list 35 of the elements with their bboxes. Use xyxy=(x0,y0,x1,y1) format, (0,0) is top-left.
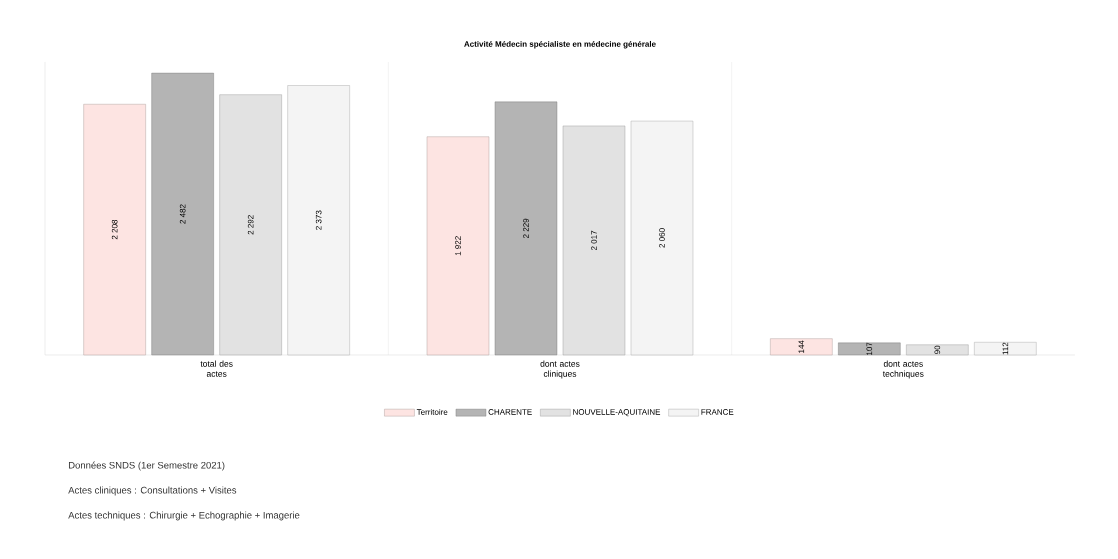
x-tick-label: dont actes techniques xyxy=(882,360,924,379)
bar xyxy=(151,72,214,356)
bar xyxy=(287,85,350,356)
text: Actes techniques : Chirurgie + Echographie + Imagerie xyxy=(68,511,300,521)
data-label: 2 208 xyxy=(111,219,118,240)
legend-label: FRANCE xyxy=(701,409,734,415)
bar xyxy=(630,120,694,356)
data-label: 2 292 xyxy=(247,215,254,235)
bar xyxy=(494,101,558,356)
chart-title: Activité Médecin spécialiste en médecine générale xyxy=(464,40,656,49)
text: Données SNDS (1er Semestre 2021) xyxy=(68,461,225,471)
bar xyxy=(974,342,1037,356)
data-label: 90 xyxy=(934,345,941,354)
data-label: 144 xyxy=(798,340,805,353)
data-label: 2 482 xyxy=(179,204,186,224)
data-label: 112 xyxy=(1002,342,1009,355)
bar xyxy=(83,104,146,356)
data-label: 2 373 xyxy=(315,210,322,230)
data-label: 2 229 xyxy=(523,218,529,239)
bar xyxy=(219,94,282,356)
legend-label: CHARENTE xyxy=(488,409,532,415)
bar xyxy=(906,344,969,356)
legend-label: Territoire xyxy=(416,409,448,415)
x-tick-label: dont actes cliniques xyxy=(540,360,580,379)
legend-label: NOUVELLE-AQUITAINE xyxy=(573,409,661,417)
bar xyxy=(426,136,490,356)
bar xyxy=(770,338,833,356)
data-label: 1 922 xyxy=(455,236,461,256)
text: Actes cliniques : Consultations + Visites xyxy=(68,486,237,496)
bar xyxy=(838,342,901,356)
data-label: 107 xyxy=(866,342,873,355)
data-label: 2 060 xyxy=(659,228,665,248)
bar xyxy=(562,125,626,356)
x-tick-label: total des actes xyxy=(200,360,233,377)
data-label: 2 017 xyxy=(591,230,597,251)
